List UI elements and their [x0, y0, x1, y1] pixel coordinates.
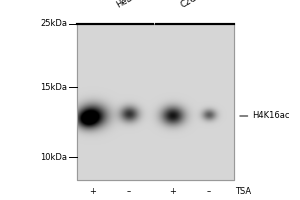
- Text: HeLa: HeLa: [115, 0, 137, 10]
- Text: C2C12: C2C12: [179, 0, 208, 10]
- Text: 25kDa: 25kDa: [40, 20, 68, 28]
- Text: –: –: [127, 188, 131, 196]
- FancyBboxPatch shape: [76, 24, 234, 180]
- Text: +: +: [90, 188, 96, 196]
- Text: 15kDa: 15kDa: [40, 83, 68, 92]
- Text: 10kDa: 10kDa: [40, 152, 68, 162]
- Text: TSA: TSA: [236, 188, 252, 196]
- Text: +: +: [169, 188, 176, 196]
- Text: –: –: [206, 188, 211, 196]
- Text: H4K16ac: H4K16ac: [252, 112, 290, 120]
